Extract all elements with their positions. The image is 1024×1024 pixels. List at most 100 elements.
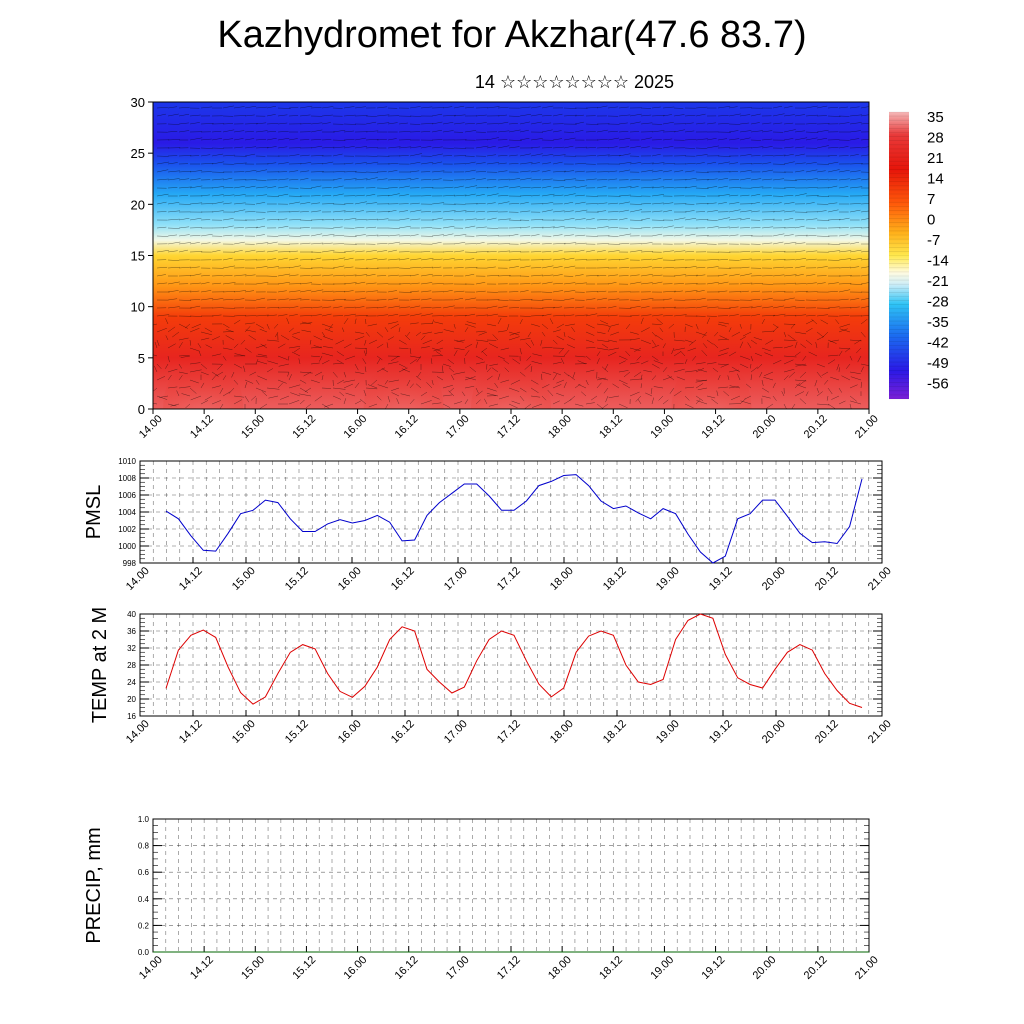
x-tick-label: 20.12 bbox=[802, 954, 830, 982]
wind-arrow-field bbox=[153, 105, 869, 409]
x-tick-label: 20.12 bbox=[813, 718, 841, 746]
temp-panel: 16 20 24 28 32 36 40 14.00 14.12 15.00 15.12 16.00 1… bbox=[89, 607, 894, 746]
cross-section-x-tick-label: 20.12 bbox=[802, 413, 830, 441]
colorbar-label: 0 bbox=[927, 212, 935, 229]
x-tick-label: 17.12 bbox=[495, 565, 523, 593]
colorbar-label: 7 bbox=[927, 191, 935, 208]
x-tick-label: 17.00 bbox=[442, 718, 470, 746]
cross-section-y-tick-label: 0 bbox=[138, 402, 145, 417]
y-tick-label: 36 bbox=[127, 627, 136, 636]
panel-y-axis-label: TEMP at 2 M bbox=[89, 607, 111, 723]
x-tick-label: 20.00 bbox=[760, 718, 788, 746]
x-tick-label: 14.12 bbox=[177, 565, 205, 593]
colorbar-label: 28 bbox=[927, 130, 944, 147]
x-tick-label: 19.00 bbox=[648, 954, 676, 982]
colorbar-label: -35 bbox=[927, 314, 949, 331]
cross-section-y-tick-label: 30 bbox=[131, 95, 145, 110]
y-tick-label: 28 bbox=[127, 661, 136, 670]
cross-section-y-tick-label: 5 bbox=[138, 351, 145, 366]
colorbar-label: -42 bbox=[927, 335, 949, 352]
x-tick-label: 16.12 bbox=[389, 565, 417, 593]
y-tick-label: 1000 bbox=[118, 542, 136, 551]
x-tick-label: 18.00 bbox=[548, 718, 576, 746]
warm-spot bbox=[163, 354, 244, 409]
colorbar-label: 35 bbox=[927, 109, 944, 126]
y-tick-label: 1.0 bbox=[138, 815, 150, 824]
x-tick-label: 20.12 bbox=[813, 565, 841, 593]
y-tick-label: 20 bbox=[127, 695, 136, 704]
x-tick-label: 18.12 bbox=[597, 954, 625, 982]
colorbar-label: -21 bbox=[927, 273, 949, 290]
x-tick-label: 18.00 bbox=[548, 565, 576, 593]
colorbar-label: 14 bbox=[927, 171, 944, 188]
x-tick-label: 15.00 bbox=[239, 954, 267, 982]
colorbar-label: -56 bbox=[927, 376, 949, 393]
x-tick-label: 16.12 bbox=[389, 718, 417, 746]
y-tick-label: 40 bbox=[127, 610, 136, 619]
x-tick-label: 19.12 bbox=[699, 954, 727, 982]
x-tick-label: 17.00 bbox=[444, 954, 472, 982]
chart-title: Kazhydromet for Akzhar(47.6 83.7) bbox=[217, 14, 807, 56]
cross-section-x-tick-label: 21.00 bbox=[853, 413, 881, 441]
cross-section-y-tick-label: 10 bbox=[131, 300, 145, 315]
cross-section-x-tick-label: 16.00 bbox=[341, 413, 369, 441]
panel-y-axis-label: PRECIP, mm bbox=[83, 827, 105, 943]
panel-y-axis-label: PMSL bbox=[83, 485, 105, 539]
y-tick-label: 0.6 bbox=[138, 868, 150, 877]
x-tick-label: 15.12 bbox=[283, 718, 311, 746]
x-tick-label: 16.00 bbox=[336, 718, 364, 746]
x-tick-label: 21.00 bbox=[866, 565, 894, 593]
y-tick-label: 1008 bbox=[118, 474, 136, 483]
cross-section-x-tick-label: 14.12 bbox=[188, 413, 216, 441]
cross-section-y-tick-label: 20 bbox=[131, 197, 145, 212]
warm-spot bbox=[363, 354, 444, 409]
y-tick-label: 0.8 bbox=[138, 842, 150, 851]
y-tick-label: 1002 bbox=[118, 525, 136, 534]
x-tick-label: 14.12 bbox=[177, 718, 205, 746]
colorbar-scale bbox=[889, 112, 909, 399]
warm-spot bbox=[671, 354, 752, 409]
x-tick-label: 19.00 bbox=[654, 718, 682, 746]
x-tick-label: 15.12 bbox=[283, 565, 311, 593]
pmsl-panel: 998 1000 1002 1004 1006 1008 1010 14.00 14.12 15.… bbox=[83, 457, 894, 593]
precip-panel: 0.0 0.2 0.4 0.6 0.8 1.0 14.00 14.12 15.00 15.12 16… bbox=[83, 815, 881, 982]
y-tick-label: 0.0 bbox=[138, 948, 150, 957]
x-tick-label: 14.00 bbox=[124, 565, 152, 593]
x-tick-label: 16.00 bbox=[336, 565, 364, 593]
y-tick-label: 0.2 bbox=[138, 921, 150, 930]
x-tick-label: 14.00 bbox=[137, 954, 165, 982]
x-tick-label: 19.00 bbox=[654, 565, 682, 593]
x-tick-label: 18.00 bbox=[546, 954, 574, 982]
x-tick-label: 16.12 bbox=[393, 954, 421, 982]
series-line bbox=[165, 613, 863, 708]
x-tick-label: 14.00 bbox=[124, 718, 152, 746]
colorbar-label: -49 bbox=[927, 355, 949, 372]
colorbar: 35 28 21 14 7 0 -7 -14 -21 -28 -35 -42 -49 -56 bbox=[889, 109, 949, 400]
y-tick-label: 32 bbox=[127, 644, 136, 653]
cross-section-x-tick-label: 20.00 bbox=[751, 413, 779, 441]
cross-section-x-tick-label: 18.00 bbox=[546, 413, 574, 441]
colorbar-label: -14 bbox=[927, 253, 949, 270]
x-tick-label: 20.00 bbox=[760, 565, 788, 593]
y-tick-label: 24 bbox=[127, 678, 136, 687]
x-tick-label: 18.12 bbox=[601, 718, 629, 746]
x-tick-label: 17.12 bbox=[495, 954, 523, 982]
y-tick-label: 1004 bbox=[118, 508, 136, 517]
x-tick-label: 21.00 bbox=[853, 954, 881, 982]
cross-section-x-tick-label: 16.12 bbox=[393, 413, 421, 441]
colorbar-label: 21 bbox=[927, 150, 944, 167]
cross-section-x-tick-label: 17.12 bbox=[495, 413, 523, 441]
x-tick-label: 21.00 bbox=[866, 718, 894, 746]
cross-section-x-tick-label: 14.00 bbox=[137, 413, 165, 441]
cross-section-y-tick-label: 15 bbox=[131, 249, 145, 264]
cross-section-x-tick-label: 15.12 bbox=[290, 413, 318, 441]
x-tick-label: 15.00 bbox=[230, 565, 258, 593]
cross-section-y-tick-label: 25 bbox=[131, 146, 145, 161]
y-tick-label: 0.4 bbox=[138, 895, 150, 904]
cross-section-x-tick-label: 15.00 bbox=[239, 413, 267, 441]
y-tick-label: 998 bbox=[123, 559, 137, 568]
colorbar-label: -7 bbox=[927, 232, 940, 249]
cross-section-x-tick-label: 19.00 bbox=[648, 413, 676, 441]
cross-section-x-tick-label: 18.12 bbox=[597, 413, 625, 441]
